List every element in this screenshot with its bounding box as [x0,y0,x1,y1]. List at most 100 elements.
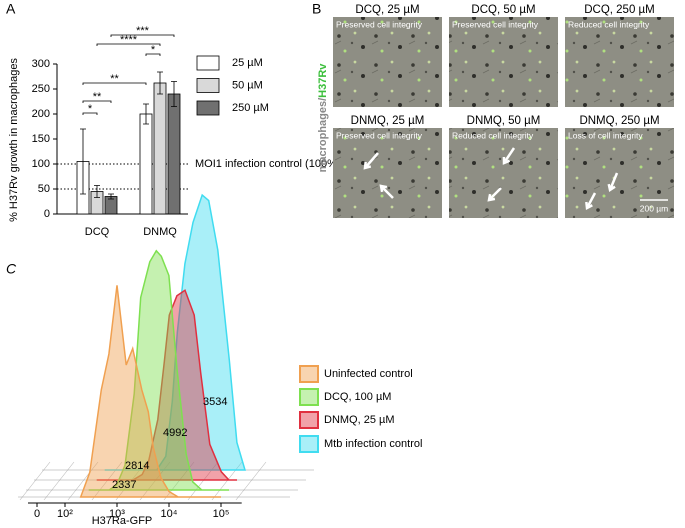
legend-swatch [299,411,319,429]
mfi-label: 2337 [112,479,136,491]
legend-swatch [299,388,319,406]
arrow [363,152,379,170]
mfi-label: 4992 [163,427,187,439]
floor-line [187,461,219,501]
error-bar [80,128,86,195]
image-title: DNMQ, 25 µM [351,115,425,127]
significance-bracket [82,82,147,85]
image-note: Preserved cell integrity [452,19,539,29]
bar [167,93,181,215]
legend-label: DCQ, 100 µM [324,391,391,403]
arrow [379,184,394,199]
micrograph [565,128,674,218]
x-tick-label: DCQ [85,226,110,238]
significance-label: * [88,103,93,115]
x-tick-label: 0 [34,508,40,520]
significance-bracket [145,53,161,56]
significance-label: ** [93,91,102,103]
significance-bracket [82,112,98,115]
histogram-area [104,193,247,471]
image-note: Preserved cell integrity [336,130,423,140]
arrow [607,172,619,193]
significance-label: * [151,44,156,56]
y-axis-label: % H37Rv growth in macrophages [8,58,20,222]
legend-swatch [196,100,220,116]
image-note: Loss of cell integrity [568,130,643,140]
arrow [585,192,597,210]
x-axis-label: H37Ra-GFP [92,515,153,527]
image-note: Preserved cell integrity [336,19,423,29]
mfi-label: 2814 [125,460,149,472]
error-bar [108,193,114,200]
x-tick-label: 10⁴ [161,508,178,520]
legend-swatch [299,435,319,453]
x-tick-label: 10² [57,508,73,520]
y-tick-label: 150 [32,133,50,145]
y-tick-label: 0 [44,208,50,220]
arrow [487,187,502,202]
image-title: DNMQ, 250 µM [579,115,659,127]
legend-swatch [196,55,220,71]
floor-line [91,461,123,501]
floor-line [19,461,51,501]
legend-swatch [299,365,319,383]
error-bar [94,185,100,198]
legend-swatch [196,78,220,93]
histogram-area [79,285,221,498]
image-title: DCQ, 25 µM [355,4,419,16]
error-bar [157,71,163,95]
significance-bracket [96,43,161,46]
legend-label: 250 µM [232,102,269,114]
significance-label: **** [120,34,138,46]
panel-label: A [6,1,16,17]
legend-label: 50 µM [232,79,263,91]
floor-line [115,461,147,501]
bar [139,113,153,215]
panel-label: C [6,261,17,277]
y-label: macrophages/H37Rv [317,63,329,173]
significance-bracket [110,34,175,37]
floor-line [211,461,243,501]
legend-label: DNMQ, 25 µM [324,414,395,426]
micrograph [333,17,442,107]
significance-label: ** [110,73,119,85]
scale-bar-label: 200 µm [640,203,669,213]
legend-label: 25 µM [232,57,263,69]
floor-line [43,461,75,501]
x-tick-label: DNMQ [143,226,177,238]
error-bar [171,81,177,107]
floor-line [139,461,171,501]
significance-bracket [82,100,112,103]
histogram-area [88,249,229,491]
mfi-label: 3534 [203,396,227,408]
y-tick-label: 200 [32,108,50,120]
legend-label: Mtb infection control [324,438,422,450]
panel-label: B [312,1,321,17]
image-title: DCQ, 250 µM [584,4,655,16]
micrograph [333,128,442,218]
bar [153,82,167,215]
histogram-area [96,289,237,481]
micrograph [449,128,558,218]
floor-line [67,461,99,501]
image-note: Reduced cell integrity [568,19,650,29]
image-title: DNMQ, 50 µM [467,115,541,127]
y-tick-label: 100 [32,158,50,170]
legend-label: Uninfected control [324,368,413,380]
micrograph [449,17,558,107]
y-tick-label: 50 [38,183,50,195]
y-tick-label: 250 [32,83,50,95]
y-label-green: H37Rv [317,63,329,98]
reference-label: MOI1 infection control (100%) [195,158,341,170]
micrograph [565,17,674,107]
image-note: Reduced cell integrity [452,130,534,140]
y-label-gray: macrophages/ [317,98,329,173]
image-title: DCQ, 50 µM [471,4,535,16]
y-tick-label: 300 [32,58,50,70]
error-bar [143,103,149,125]
x-tick-label: 10³ [109,508,125,520]
arrow [502,147,516,165]
floor-line [235,461,267,501]
significance-label: *** [136,25,150,37]
